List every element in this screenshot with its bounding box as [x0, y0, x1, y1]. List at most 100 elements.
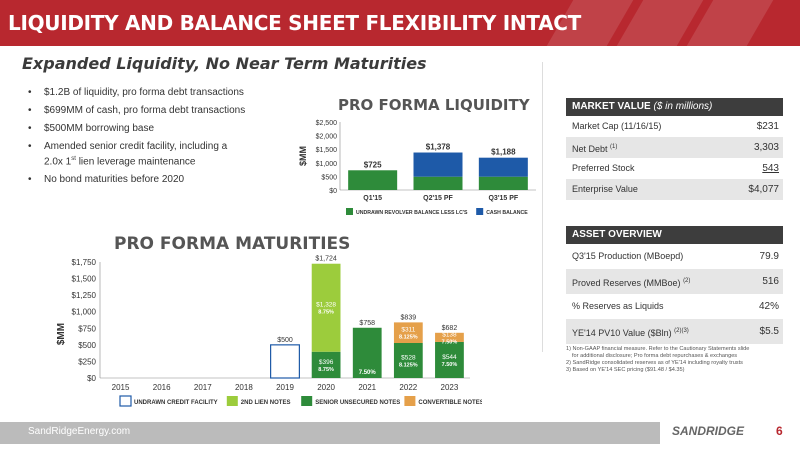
market-value-header: MARKET VALUE ($ in millions) — [566, 98, 783, 116]
legend-swatch — [119, 395, 132, 407]
row-value: 516 — [762, 276, 779, 287]
bullet-text: lien leverage maintenance — [75, 156, 196, 168]
segment-rate-label: 8.125% — [399, 335, 418, 341]
bullet-item: $699MM of cash, pro forma debt transacti… — [28, 104, 288, 117]
row-label: Proved Reserves (MMBoe) — [572, 278, 681, 288]
legend-swatch — [301, 396, 313, 406]
bullet-text: $1.2B of liquidity, pro forma debt trans… — [44, 87, 244, 98]
footnote: 1) Non-GAAP financial measure. Refer to … — [566, 346, 750, 352]
y-tick-label: $0 — [329, 188, 337, 195]
x-tick-label: 2023 — [441, 383, 459, 392]
bar-total-label: $682 — [442, 325, 458, 332]
market-value-row: Enterprise Value $4,077 — [566, 179, 783, 200]
segment-rate-label: 7.50% — [442, 362, 458, 368]
legend-label: SENIOR UNSECURED NOTES — [315, 400, 400, 406]
bar-segment — [311, 263, 341, 352]
asset-row: % Reserves as Liquids 42% — [566, 294, 783, 319]
row-label: Net Debt — [572, 144, 608, 154]
superscript: st — [71, 156, 76, 162]
asset-row: YE'14 PV10 Value ($Bln) (2)(3) $5.5 — [566, 319, 783, 344]
y-tick-label: $250 — [78, 357, 96, 366]
y-axis-label: $MM — [56, 323, 67, 345]
row-value: 79.9 — [759, 251, 779, 262]
y-tick-label: $1,000 — [72, 308, 97, 317]
bullet-text-line2: 2.0x 1st lien leverage maintenance — [44, 153, 288, 168]
y-tick-label: $750 — [78, 324, 96, 333]
bar-segment — [270, 344, 300, 379]
y-tick-label: $500 — [78, 341, 96, 350]
bar-segment — [413, 176, 463, 190]
legend-label: CONVERTIBLE NOTES — [418, 400, 482, 406]
bar-segment — [393, 322, 423, 344]
segment-value-label: $396 — [319, 359, 334, 366]
row-label: Q3'15 Production (MBoepd) — [572, 251, 684, 261]
bar-total-label: $1,188 — [491, 148, 516, 157]
asset-overview-panel: ASSET OVERVIEW Q3'15 Production (MBoepd)… — [566, 226, 783, 344]
bar-total-label: $1,378 — [426, 143, 451, 152]
bar-total-label: $1,724 — [315, 256, 337, 263]
segment-value-label: $138 — [442, 331, 457, 338]
bar-segment — [352, 327, 382, 378]
x-tick-label: 2022 — [399, 383, 417, 392]
slide-subtitle: Expanded Liquidity, No Near Term Maturit… — [22, 54, 427, 73]
y-tick-label: $1,500 — [316, 147, 338, 154]
bullet-text: $699MM of cash, pro forma debt transacti… — [44, 105, 246, 116]
y-tick-label: $500 — [321, 174, 337, 181]
market-value-panel: MARKET VALUE ($ in millions) Market Cap … — [566, 98, 783, 200]
x-tick-label: 2017 — [194, 383, 212, 392]
bullet-list: $1.2B of liquidity, pro forma debt trans… — [28, 86, 288, 191]
row-value: 3,303 — [753, 142, 779, 153]
bullet-text: Amended senior credit facility, includin… — [44, 141, 228, 152]
row-label: Market Cap (11/16/15) — [572, 121, 662, 131]
bar-total-label: $839 — [401, 314, 417, 321]
bullet-item: No bond maturities before 2020 — [28, 173, 288, 186]
asset-row: Q3'15 Production (MBoepd) 79.9 — [566, 244, 783, 269]
bullet-item: Amended senior credit facility, includin… — [28, 140, 288, 168]
row-label: YE'14 PV10 Value ($Bln) — [572, 328, 672, 338]
market-value-row: Net Debt (1) 3,303 — [566, 137, 783, 158]
divider — [542, 62, 543, 352]
bullet-text: No bond maturities before 2020 — [44, 174, 185, 186]
x-tick-label: 2020 — [317, 383, 335, 392]
asset-overview-header: ASSET OVERVIEW — [566, 226, 783, 244]
legend-label: UNDRAWN REVOLVER BALANCE LESS LC'S — [356, 210, 468, 216]
x-tick-label: Q2'15 PF — [423, 195, 453, 202]
y-tick-label: $1,500 — [72, 275, 97, 284]
row-label: Enterprise Value — [572, 184, 638, 194]
slide-title: LIQUIDITY AND BALANCE SHEET FLEXIBILITY … — [8, 11, 581, 35]
bullet-item: $500MM borrowing base — [28, 122, 288, 135]
bullet-text: $500MM borrowing base — [44, 123, 155, 134]
segment-value-label: $544 — [442, 354, 457, 361]
footnote: for additional disclosure; Pro forma deb… — [572, 353, 738, 359]
legend-swatch — [226, 396, 238, 406]
bar-total-label: $758 — [359, 320, 375, 327]
footnote-ref: (2) — [683, 278, 691, 284]
market-value-row: Market Cap (11/16/15) $231 — [566, 116, 783, 137]
row-value: 42% — [758, 301, 779, 312]
bar-segment — [435, 332, 464, 342]
segment-rate-label: 8.125% — [399, 363, 418, 369]
row-value: $4,077 — [748, 184, 779, 195]
footer: SandRidgeEnergy.com SANDRIDGE 6 — [0, 420, 800, 450]
bar-total-label: $500 — [277, 337, 293, 344]
bar-segment — [311, 351, 341, 378]
footnote: 3) Based on YE'14 SEC pricing ($91.48 / … — [566, 367, 685, 373]
bar-segment — [393, 343, 423, 378]
y-tick-label: $2,000 — [316, 134, 338, 141]
footer-bar — [0, 422, 660, 444]
panel-heading-unit: ($ in millions) — [653, 101, 713, 112]
header-stripe — [686, 0, 774, 46]
segment-value-label: $528 — [401, 355, 416, 362]
footnote-ref: (2)(3) — [674, 328, 689, 334]
maturities-chart: $MM $0 $250 $500 $750 $1,000 $1,250 $1,500 $1,75… — [56, 256, 482, 407]
liquidity-chart: $MM $0 $500 $1,000 $1,500 $2,000 $2,500 $725 Q1'… — [298, 120, 536, 216]
bar-total-label: $725 — [364, 160, 382, 169]
y-tick-label: $1,250 — [72, 291, 97, 300]
title-bar: LIQUIDITY AND BALANCE SHEET FLEXIBILITY … — [0, 0, 800, 46]
x-tick-label: Q1'15 — [363, 195, 382, 202]
bullet-item: $1.2B of liquidity, pro forma debt trans… — [28, 86, 288, 99]
maturities-chart-title: PRO FORMA MATURITIES — [114, 234, 351, 254]
y-axis-label: $MM — [298, 146, 308, 166]
segment-value-label: $311 — [401, 327, 415, 334]
legend-label: UNDRAWN CREDIT FACILITY — [134, 400, 218, 406]
